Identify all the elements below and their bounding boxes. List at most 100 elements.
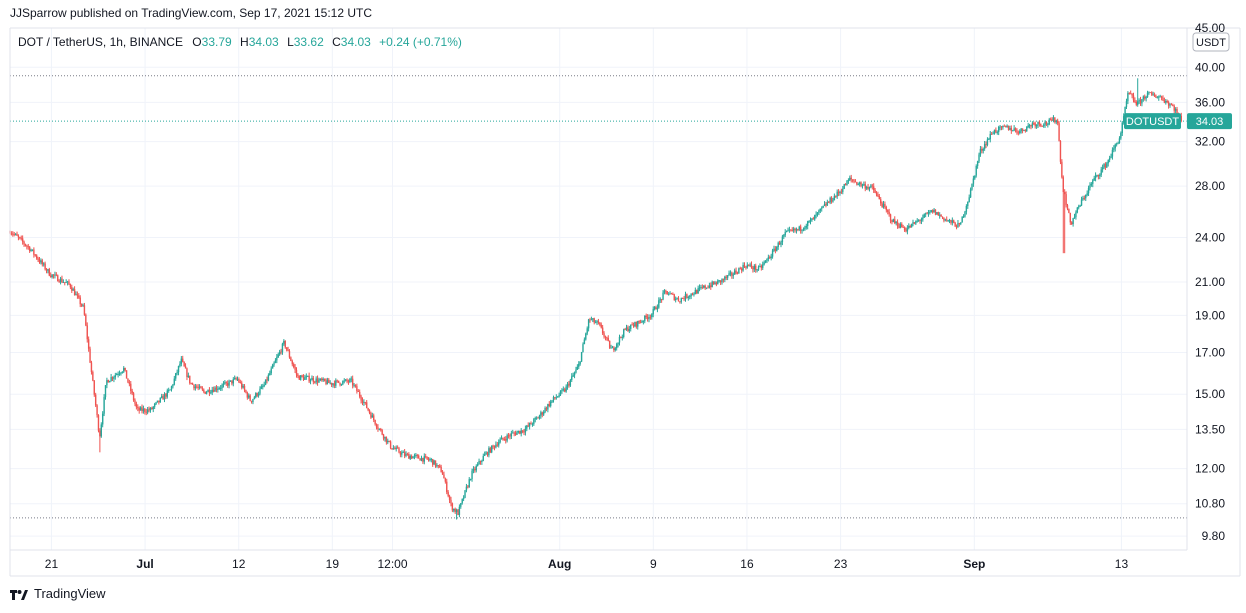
candle [937,211,939,216]
symbol-badge-text: DOTUSDT [1126,116,1179,128]
candle-body [554,397,556,399]
candle [187,372,190,378]
candle [735,267,737,275]
candle [360,394,362,404]
candle-body [110,377,112,381]
candle-body [885,207,888,211]
candle-body [1104,164,1107,168]
candle [242,384,244,389]
candle-body [364,402,367,403]
candle [533,417,535,426]
candle-body [814,215,816,220]
candle [118,370,121,376]
candle-body [232,379,234,384]
candle-body [680,298,682,302]
candle [349,377,351,384]
candle [757,265,760,271]
candle-body [1152,94,1154,96]
candle-body [1135,102,1138,105]
candle [226,380,229,388]
candle-body [1063,192,1066,195]
candle-body [637,321,639,327]
candle [623,328,625,339]
time-tick-label: Jul [136,557,153,571]
candle-body [177,365,180,373]
candle-body [996,132,998,133]
candle [26,244,28,250]
candle-body [672,293,674,295]
legend-l-value: 33.62 [294,35,324,49]
footer-brand[interactable]: TradingView [10,586,106,601]
candle-body [681,298,684,299]
candle [917,219,920,222]
candle [811,218,813,222]
candle-body [43,263,45,265]
candle-body [450,499,452,504]
time-tick-label: 19 [326,557,340,571]
candle [1089,182,1091,191]
candle [387,438,389,445]
candle [872,183,875,193]
candle-body [78,295,80,298]
candle [701,284,704,290]
candle-body [822,205,824,208]
candle-body [335,380,337,386]
candle [1068,208,1070,214]
candle [228,379,230,389]
candle [153,402,156,410]
candle-body [344,379,347,381]
candle [679,301,681,304]
candle-body [502,437,504,440]
candle-body [475,465,477,471]
candle-body [551,400,553,402]
candle-body [35,255,38,259]
candle [1028,123,1031,129]
candle [441,470,444,475]
candle-body [1103,164,1105,168]
candle [718,280,720,283]
candle [1153,92,1156,97]
candle [432,458,434,467]
candle [686,293,688,299]
candle [755,263,757,273]
candle-body [569,379,572,386]
price-tick-label: 28.00 [1195,179,1225,193]
candle-body [1167,102,1170,106]
candle-body [940,214,942,217]
candle-body [1058,123,1060,141]
candle [41,258,44,267]
candle [52,274,55,279]
candle [534,416,536,423]
candle-body [371,415,374,418]
candle-body [238,379,240,383]
candle-body [1131,93,1133,96]
candle [450,496,452,507]
candle [517,430,520,434]
candle [579,361,581,366]
candle-body [162,396,164,400]
candle-body [837,191,840,194]
candle-body [169,389,171,391]
time-tick-labels: 21 Jul 12 19 12:00 Aug 9 16 23 Sep 13 [45,557,1129,571]
candle-body [10,233,13,235]
candle [78,293,80,299]
currency-box[interactable] [1192,32,1230,52]
candle-body [878,196,881,200]
candle-body [625,327,628,330]
candle-body [958,223,961,225]
candle-body [298,376,301,380]
candle [58,279,60,283]
candle [665,289,667,295]
candle [954,221,956,227]
candle-body [524,428,527,433]
candle [73,286,76,296]
candle-body [808,221,810,222]
candle [107,379,110,383]
candle-body [860,182,862,186]
candle-body [118,373,121,375]
candle-body [938,214,941,216]
candle-body [228,381,230,386]
candle [547,403,549,413]
candle-body [842,188,844,192]
candle-body [471,470,473,479]
